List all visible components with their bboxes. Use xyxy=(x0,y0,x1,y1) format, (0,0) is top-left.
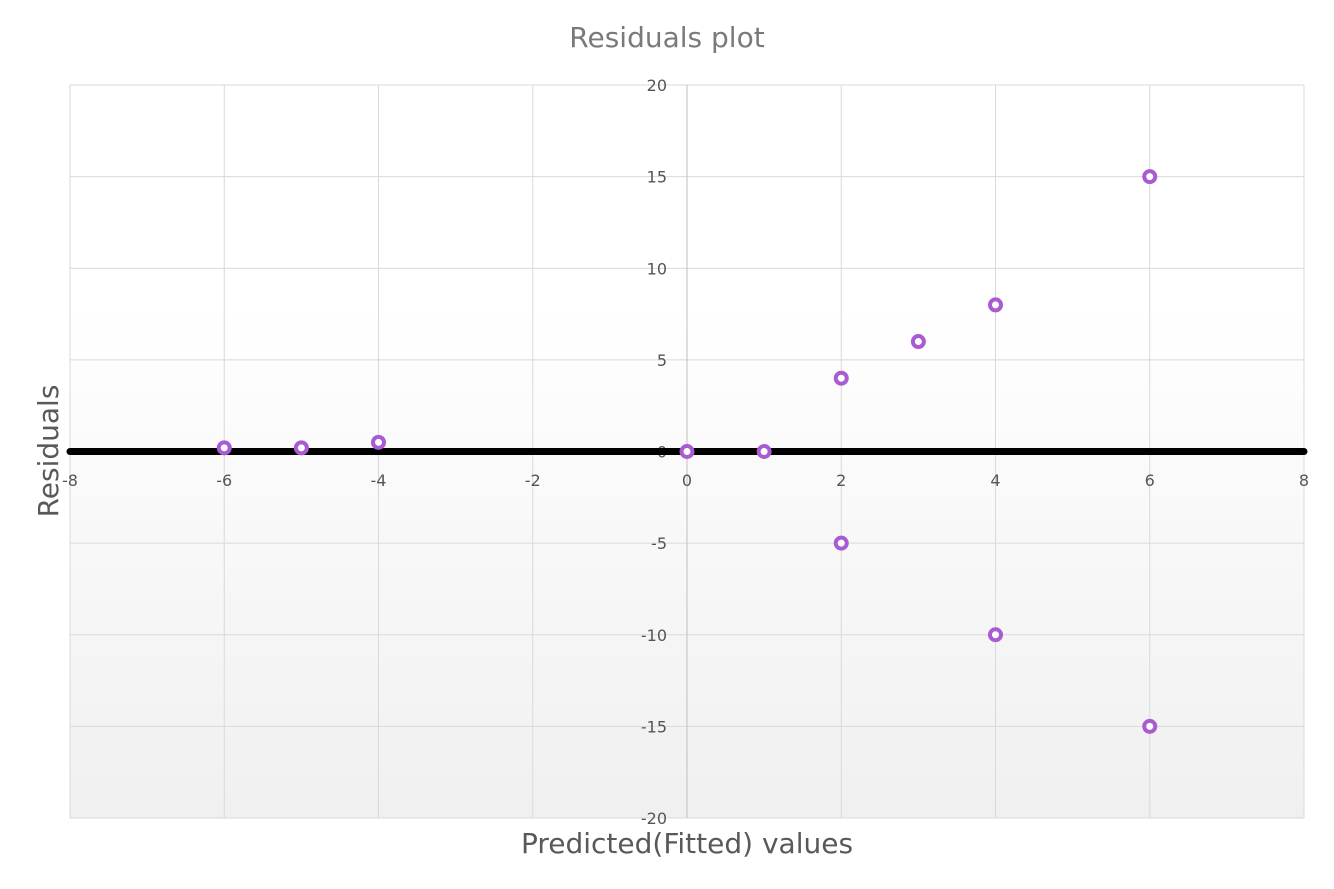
data-point xyxy=(833,535,849,551)
x-tick-label: -8 xyxy=(62,471,78,490)
data-point xyxy=(910,334,926,350)
y-tick-label: -5 xyxy=(651,534,667,553)
data-point xyxy=(1142,169,1158,185)
y-axis-title: Residuals xyxy=(32,385,65,518)
y-tick-label: 10 xyxy=(647,259,667,278)
x-tick-label: -2 xyxy=(525,471,541,490)
data-points xyxy=(216,169,1158,734)
x-tick-label: -4 xyxy=(371,471,387,490)
tick-labels: -8-6-4-20246820151050-5-10-15-20 xyxy=(62,76,1309,828)
data-point xyxy=(833,370,849,386)
data-point xyxy=(679,444,695,459)
y-tick-label: -20 xyxy=(641,809,667,828)
data-point xyxy=(293,440,309,456)
y-tick-label: 20 xyxy=(647,76,667,95)
y-tick-label: 15 xyxy=(647,168,667,187)
x-tick-label: -6 xyxy=(216,471,232,490)
x-tick-label: 6 xyxy=(1145,471,1155,490)
x-tick-label: 4 xyxy=(990,471,1000,490)
y-tick-label: 5 xyxy=(657,351,667,370)
y-tick-label: -15 xyxy=(641,717,667,736)
data-point xyxy=(988,297,1003,313)
x-axis-title: Predicted(Fitted) values xyxy=(521,827,853,860)
data-point xyxy=(988,627,1003,643)
x-tick-label: 2 xyxy=(836,471,846,490)
data-point xyxy=(1142,718,1158,734)
data-point xyxy=(216,440,232,456)
chart-title: Residuals plot xyxy=(569,21,764,54)
data-point xyxy=(756,444,772,459)
x-tick-label: 8 xyxy=(1299,471,1309,490)
y-tick-label: -10 xyxy=(641,626,667,645)
x-tick-label: 0 xyxy=(682,471,692,490)
data-point xyxy=(371,434,386,450)
